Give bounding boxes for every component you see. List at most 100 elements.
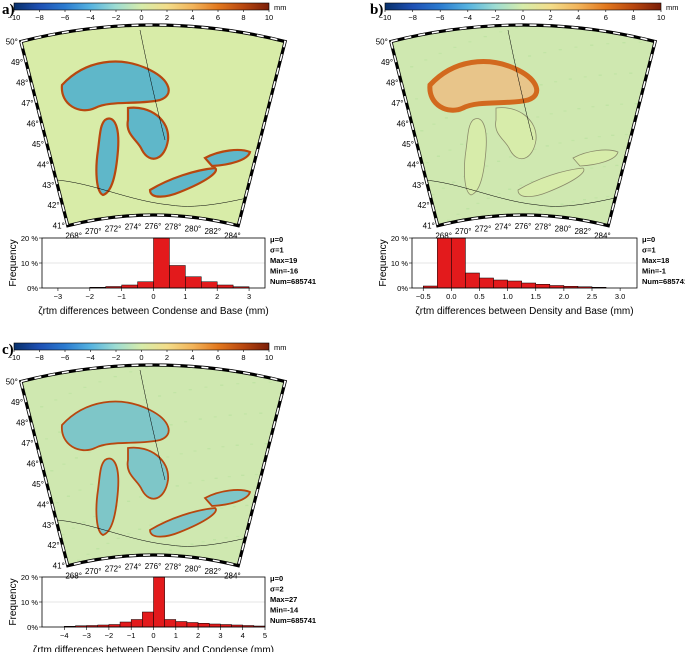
x-tick-label: 1.0: [502, 292, 512, 301]
terrain-texture: [93, 515, 97, 518]
histogram-bar: [197, 623, 210, 628]
lake-michigan: [464, 118, 487, 196]
lon-label: 270°: [85, 227, 102, 236]
lat-label: 49°: [11, 58, 23, 67]
terrain-texture: [98, 381, 102, 383]
terrain-texture: [602, 165, 606, 168]
lon-label: 268°: [435, 231, 452, 240]
terrain-texture: [515, 26, 519, 29]
terrain-texture: [220, 384, 224, 386]
terrain-texture: [61, 533, 65, 536]
terrain-texture: [201, 541, 205, 543]
x-tick-label: −2: [105, 631, 114, 640]
colorbar-tick-label: −10: [8, 13, 21, 22]
lat-label: 43°: [412, 181, 424, 190]
terrain-texture: [558, 142, 562, 144]
y-tick-label: 10 %: [391, 259, 408, 268]
map-frame-dash: [19, 364, 287, 567]
panel-a-figure: −10 −8 −6 −4 −2 0 2 4 6 8 10mm50°49°48°47°46°45°44…: [6, 2, 316, 317]
x-tick-label: 0: [151, 292, 155, 301]
stat-line: μ=0: [270, 574, 283, 583]
y-axis-label: Frequency: [8, 578, 19, 625]
x-axis-label: ζrtm differences between Condense and Ba…: [38, 306, 268, 317]
terrain-texture: [50, 470, 54, 472]
terrain-texture: [166, 456, 170, 458]
terrain-texture: [571, 139, 575, 142]
terrain-texture: [207, 448, 211, 450]
colorbar-tick-label: 10: [657, 13, 665, 22]
colorbar-tick-label: 4: [190, 353, 194, 362]
colorbar-tick-label: 6: [216, 353, 220, 362]
terrain-texture: [213, 539, 217, 541]
terrain-texture: [227, 476, 231, 478]
terrain-texture: [145, 366, 149, 369]
lat-label: 46°: [27, 459, 39, 468]
lon-label: 284°: [224, 231, 241, 240]
terrain-texture: [268, 381, 272, 383]
y-tick-label: 10 %: [21, 598, 38, 607]
histogram-bar: [201, 281, 218, 289]
lat-label: 46°: [27, 119, 39, 128]
terrain-texture: [622, 42, 626, 44]
histogram-bar: [130, 619, 143, 628]
colorbar-tick-label: −6: [61, 13, 70, 22]
lon-label: 274°: [495, 223, 512, 232]
terrain-texture: [113, 375, 117, 378]
lat-label: 50°: [376, 38, 388, 47]
histogram-bar: [137, 281, 154, 289]
terrain-texture: [436, 155, 440, 157]
panel-label: c): [2, 342, 14, 358]
colorbar-tick-label: −4: [86, 353, 95, 362]
terrain-texture: [590, 44, 594, 46]
terrain-texture: [184, 421, 188, 423]
terrain-texture: [497, 193, 501, 195]
lon-label: 270°: [455, 227, 472, 236]
x-tick-label: 2.0: [559, 292, 569, 301]
terrain-texture: [232, 505, 236, 508]
terrain-texture: [175, 485, 179, 487]
lake-erie: [517, 167, 585, 198]
terrain-texture: [188, 389, 192, 391]
terrain-texture: [173, 392, 177, 394]
lon-label: 282°: [204, 227, 221, 236]
colorbar-tick-label: 6: [604, 13, 608, 22]
terrain-texture: [169, 424, 173, 426]
stat-line: Num=685741: [642, 277, 685, 286]
terrain-texture: [68, 392, 72, 395]
lon-label: 276°: [145, 222, 162, 231]
terrain-texture: [448, 149, 452, 151]
lake-erie: [148, 166, 218, 198]
terrain-texture: [629, 72, 633, 74]
x-tick-label: 5: [263, 631, 267, 640]
terrain-texture: [624, 133, 628, 136]
lat-label: 47°: [391, 99, 403, 108]
terrain-texture: [549, 113, 553, 115]
colorbar-tick-label: −8: [35, 353, 44, 362]
terrain-texture: [82, 521, 86, 523]
border-line: [139, 29, 166, 141]
panel-b: b) −10 −8 −6 −4 −2 0 2 4 6 8 10 mm 50° 49° 48° 47° 46° 45…: [368, 0, 685, 320]
colorbar-tick-label: 0: [139, 353, 143, 362]
terrain-texture: [447, 219, 451, 221]
terrain-texture: [577, 108, 581, 110]
stat-line: σ=2: [270, 585, 284, 594]
lake-superior: [60, 60, 170, 112]
terrain-texture: [634, 103, 638, 105]
terrain-texture: [460, 143, 464, 145]
colorbar-unit: mm: [274, 3, 287, 12]
terrain-texture: [235, 444, 239, 446]
lat-label: 49°: [381, 58, 393, 67]
colorbar-unit: mm: [666, 3, 679, 12]
terrain-texture: [241, 474, 245, 476]
lake-huron: [495, 107, 537, 160]
lake-ontario: [203, 148, 252, 168]
lake-ontario: [572, 149, 619, 167]
colorbar-tick-label: 2: [549, 13, 553, 22]
panel-label: a): [2, 2, 15, 18]
lon-label: 274°: [125, 563, 142, 572]
terrain-texture: [66, 495, 70, 497]
stat-line: Min=-14: [270, 606, 299, 615]
terrain-texture: [188, 482, 192, 484]
terrain-texture: [236, 535, 240, 538]
colorbar-tick-label: −4: [464, 13, 473, 22]
